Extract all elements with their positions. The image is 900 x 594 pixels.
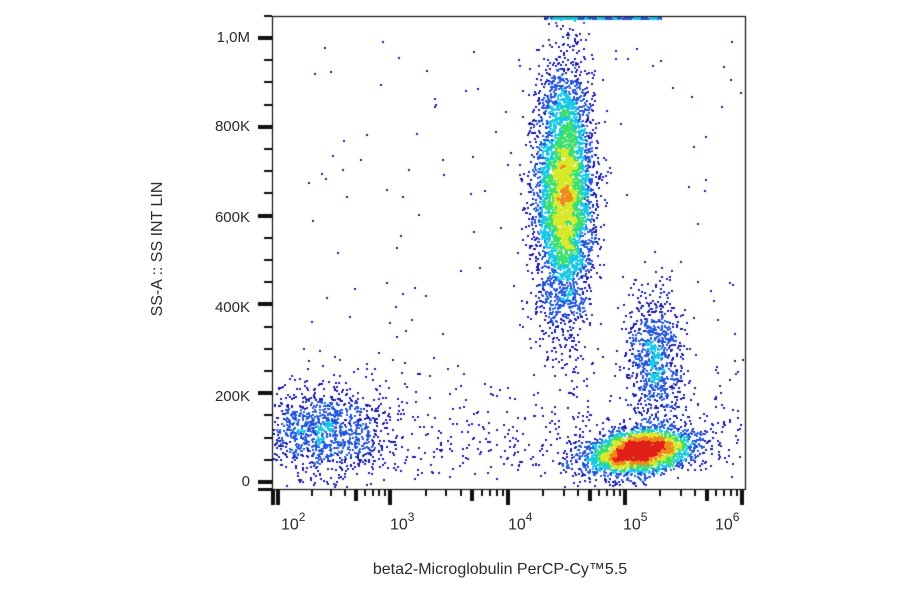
- y-tick-label-800k: 800K: [214, 118, 250, 135]
- x-tick-base: 10: [390, 516, 408, 534]
- x-tick-label-1e2: 102: [281, 510, 306, 534]
- y-tick-label-400k: 400K: [214, 299, 250, 316]
- y-axis-title: SS-A :: SS INT LIN: [149, 181, 166, 317]
- y-tick-label-0: 0: [241, 473, 250, 490]
- y-tick-label-200k: 200K: [214, 388, 250, 405]
- x-tick-label-1e5: 105: [623, 510, 648, 534]
- y-tick-label-600k: 600K: [214, 209, 250, 226]
- x-tick-base: 10: [623, 516, 641, 534]
- x-tick-label-1e4: 104: [508, 510, 533, 534]
- x-tick-exponent: 5: [640, 510, 648, 524]
- x-tick-exponent: 3: [407, 510, 415, 524]
- x-tick-exponent: 4: [525, 510, 533, 524]
- x-axis-title: beta2-Microglobulin PerCP-Cy™5.5: [372, 561, 628, 578]
- x-tick-label-1e6: 106: [715, 510, 740, 534]
- x-tick-base: 10: [281, 516, 299, 534]
- x-tick-base: 10: [715, 516, 733, 534]
- x-tick-exponent: 2: [298, 510, 306, 524]
- x-tick-base: 10: [508, 516, 526, 534]
- x-tick-label-1e3: 103: [390, 510, 415, 534]
- y-tick-label-1m: 1,0M: [216, 29, 250, 46]
- x-tick-exponent: 6: [732, 510, 740, 524]
